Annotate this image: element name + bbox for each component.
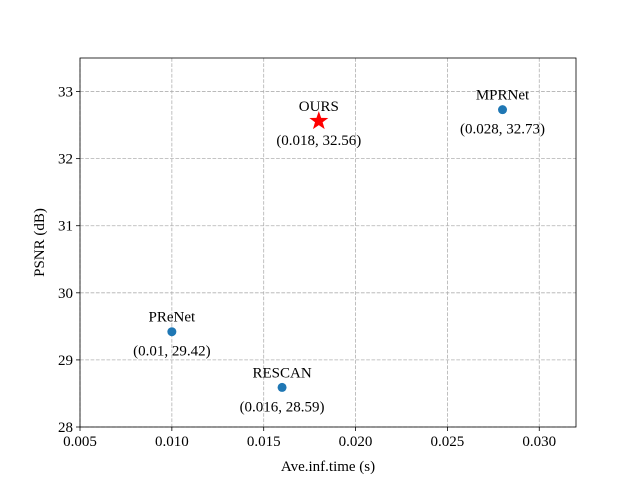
- x-tick-label: 0.015: [247, 434, 281, 450]
- circle-marker: [277, 382, 287, 392]
- point-coordinate-label: (0.01, 29.42): [133, 344, 211, 360]
- point-coordinate-label: (0.028, 32.73): [460, 122, 545, 138]
- circle-marker: [498, 105, 508, 115]
- data-point-rescan: RESCAN (0.016, 28.59): [240, 365, 325, 415]
- y-tick-label: 33: [58, 85, 73, 101]
- y-tick-label: 31: [58, 219, 73, 235]
- point-name-label: PReNet: [149, 310, 196, 326]
- data-point-ours: OURS (0.018, 32.56): [276, 99, 361, 149]
- point-coordinate-label: (0.018, 32.56): [276, 133, 361, 149]
- data-point-mprnet: MPRNet (0.028, 32.73): [460, 88, 545, 138]
- x-tick-label: 0.030: [522, 434, 556, 450]
- y-tick-label: 32: [58, 152, 73, 168]
- point-name-label: OURS: [299, 99, 339, 115]
- circle-marker: [167, 327, 177, 337]
- x-axis-ticks: 0.005 0.010 0.015 0.020 0.025 0.030: [63, 427, 556, 450]
- point-name-label: MPRNet: [476, 88, 530, 104]
- x-tick-label: 0.020: [339, 434, 373, 450]
- data-points: PReNet (0.01, 29.42) RESCAN (0.016, 28.59) O…: [133, 88, 545, 416]
- x-tick-label: 0.010: [155, 434, 189, 450]
- plot-frame: [79, 57, 577, 428]
- y-tick-label: 30: [58, 286, 73, 302]
- y-tick-label: 29: [58, 353, 73, 369]
- x-tick-label: 0.025: [431, 434, 465, 450]
- y-axis-label: PSNR (dB): [32, 208, 48, 277]
- x-tick-label: 0.005: [63, 434, 97, 450]
- point-coordinate-label: (0.016, 28.59): [240, 399, 325, 415]
- star-marker: [309, 111, 329, 130]
- x-axis-label: Ave.inf.time (s): [281, 459, 375, 475]
- y-tick-label: 28: [58, 420, 73, 436]
- y-axis-ticks: 28 29 30 31 32 33: [58, 85, 80, 436]
- point-name-label: RESCAN: [252, 365, 311, 381]
- data-point-prenet: PReNet (0.01, 29.42): [133, 310, 211, 360]
